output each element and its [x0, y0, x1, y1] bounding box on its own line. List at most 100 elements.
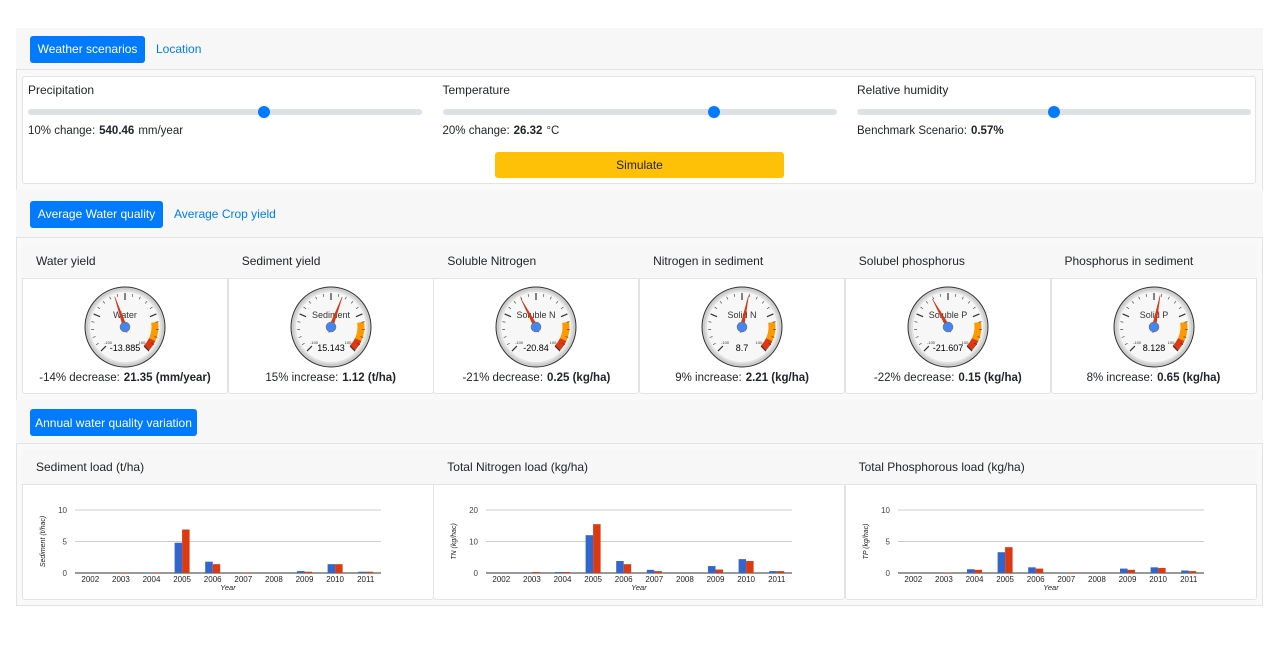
gauge-dial-tick: [1179, 342, 1183, 346]
gauge-dial-tick: [503, 336, 508, 338]
x-tick-label: 2005: [996, 575, 1014, 584]
gauge-dial-tick: [151, 342, 155, 346]
y-tick-label: 10: [881, 506, 890, 515]
gauge-value: 8.7: [736, 343, 749, 353]
gauge-dial-tick: [149, 313, 157, 318]
bar: [1119, 568, 1128, 573]
gauge-dial-tick: [355, 306, 359, 310]
gauge-dial-tick: [520, 296, 523, 300]
gauge-dial-tick: [556, 300, 559, 304]
gauge-limit-label: -100: [104, 340, 113, 345]
simulate-button[interactable]: Simulate: [495, 152, 784, 178]
gauge-dial-tick: [149, 306, 153, 310]
gauge-dial-tick: [1167, 296, 1170, 300]
caption-value: 0.25 (kg/ha): [547, 372, 611, 384]
gauge-dial-tick: [550, 296, 553, 300]
gauge-limit-label: -100: [515, 340, 524, 345]
x-tick-label: 2010: [1149, 575, 1167, 584]
tab-link[interactable]: Location: [156, 42, 202, 56]
gauge-dial-tick: [344, 296, 347, 300]
caption-text: Benchmark Scenario:: [857, 125, 967, 137]
y-tick-label: 5: [885, 538, 890, 547]
bar: [623, 564, 632, 573]
x-tick-label: 2005: [173, 575, 191, 584]
gauge-dial-tick: [709, 336, 713, 338]
tab-button[interactable]: Weather scenarios: [30, 35, 145, 63]
gauge-limit-label: -100: [927, 340, 936, 345]
slider-knob[interactable]: [708, 106, 721, 118]
bar: [1180, 570, 1189, 573]
bar: [532, 572, 540, 573]
x-axis-title: Year: [220, 583, 236, 592]
gauge-dial-tick: [1173, 300, 1176, 304]
x-tick-label: 2010: [737, 575, 755, 584]
gauge-dial-tick: [733, 293, 736, 297]
x-tick-label: 2011: [357, 575, 375, 584]
gauge-dial-tick: [131, 293, 134, 297]
gauge-limit-label: 100: [344, 340, 351, 345]
gauge-dial-tick: [932, 296, 934, 300]
tab-link[interactable]: Average Crop yield: [174, 207, 276, 221]
gauge-dial-tick: [100, 345, 107, 352]
gauge-dial-tick: [918, 342, 922, 346]
gauge-dial-tick: [771, 336, 775, 338]
gauge-limit-label: -100: [721, 340, 730, 345]
gauge-limit-label: 100: [756, 340, 763, 345]
slider-track: [28, 109, 422, 115]
tab-button[interactable]: Annual water quality variation: [30, 409, 197, 436]
gauge-hub: [325, 321, 336, 333]
bar: [966, 569, 975, 573]
gauge-dial-tick: [1121, 313, 1129, 318]
gauge-dial-tick: [1125, 306, 1129, 310]
bar: [647, 569, 655, 573]
gauge-card-header: Phosphorus in sediment: [1050, 244, 1257, 279]
gauge-hub: [531, 321, 542, 333]
x-tick-label: 2007: [646, 575, 664, 584]
gauge-dial-tick: [555, 345, 561, 352]
caption-text: 15% increase:: [265, 372, 339, 384]
caption-text: -14% decrease:: [39, 372, 120, 384]
x-tick-label: 2005: [584, 575, 602, 584]
gauge-zone: [766, 321, 776, 342]
bar: [555, 572, 563, 573]
gauge-dial-tick: [350, 300, 353, 304]
gauge-dial-tick: [719, 300, 723, 304]
bar: [769, 571, 777, 573]
gauge-dial-tick: [301, 342, 305, 346]
gauge-dial-tick: [967, 300, 971, 304]
slider-knob[interactable]: [1048, 106, 1060, 118]
slider-knob[interactable]: [258, 106, 271, 118]
slider-track: [442, 109, 837, 115]
gauge-dial-tick: [1124, 342, 1128, 346]
chart-card-header: Total Nitrogen load (kg/ha): [433, 450, 846, 485]
gauge-dial-tick: [977, 336, 981, 338]
bar: [715, 569, 724, 573]
gauge-dial-tick: [565, 336, 569, 338]
gauge-card-header: Solubel phosphorus: [844, 244, 1051, 279]
gauge-dial-tick: [306, 345, 313, 352]
tab-button[interactable]: Average Water quality: [30, 200, 163, 228]
gauge-hub: [119, 321, 131, 333]
gauge-card-header: Nitrogen in sediment: [639, 244, 846, 279]
gauge-dial-tick: [97, 306, 101, 310]
gauge-caption: -14% decrease: 21.35 (mm/year): [22, 372, 228, 388]
x-tick-label: 2007: [1057, 575, 1075, 584]
gauge-label: Solid P: [1139, 310, 1168, 320]
gauge-caption: 8% increase: 0.65 (kg/ha): [1051, 372, 1257, 388]
y-tick-label: 0: [63, 569, 68, 578]
caption-value: 26.32: [513, 125, 543, 137]
gauge-dial-tick: [1131, 300, 1134, 304]
gauge-dial-tick: [710, 313, 718, 318]
bar: [1150, 567, 1158, 573]
gauge-dial-tick: [504, 313, 512, 318]
x-tick-label: 2009: [296, 575, 314, 584]
gauge-dial-tick: [528, 293, 530, 297]
gauge-dial-tick: [1182, 336, 1186, 338]
x-tick-label: 2008: [676, 575, 694, 584]
gauge-hub: [1148, 321, 1159, 333]
gauge-dial-tick: [299, 313, 306, 318]
y-tick-label: 0: [474, 569, 479, 578]
caption-text: 20% change:: [442, 125, 510, 137]
gauge-dial-tick: [925, 300, 928, 304]
gauge-dial-tick: [561, 306, 565, 310]
